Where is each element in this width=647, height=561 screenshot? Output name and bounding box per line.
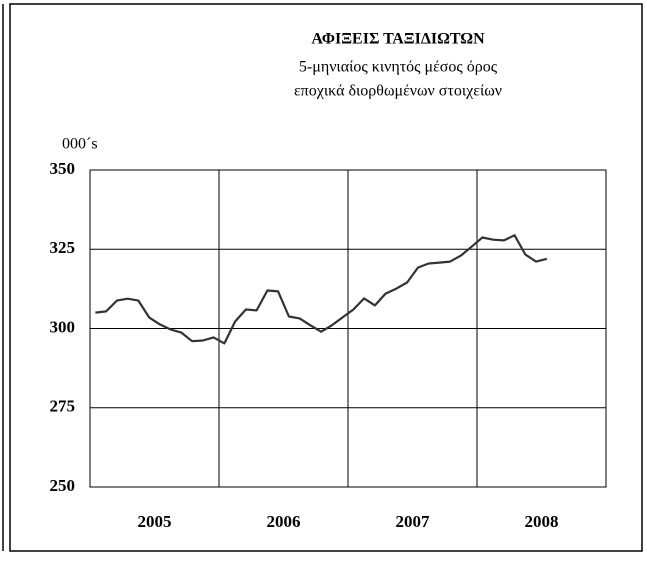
y-tick-label: 325 xyxy=(50,238,76,257)
x-tick-label: 2008 xyxy=(525,512,559,531)
chart-title: ΑΦΙΞΕΙΣ ΤΑΞΙΔΙΩΤΩΝ xyxy=(311,31,485,48)
frame xyxy=(9,3,643,552)
y-tick-label: 350 xyxy=(50,159,76,178)
chart-subtitle: εποχικά διορθωμένων στοιχείων xyxy=(294,83,502,100)
y-unit: 000´s xyxy=(62,136,98,153)
plot-area xyxy=(89,169,607,488)
x-tick-label: 2007 xyxy=(396,512,431,531)
chart-subtitle: 5-μηνιαίος κινητός μέσος όρος xyxy=(299,59,498,76)
x-tick-label: 2005 xyxy=(138,512,172,531)
x-tick-label: 2006 xyxy=(267,512,301,531)
y-tick-label: 250 xyxy=(50,476,76,495)
y-tick-label: 275 xyxy=(50,397,76,416)
y-tick-label: 300 xyxy=(50,317,76,336)
line xyxy=(95,234,548,345)
